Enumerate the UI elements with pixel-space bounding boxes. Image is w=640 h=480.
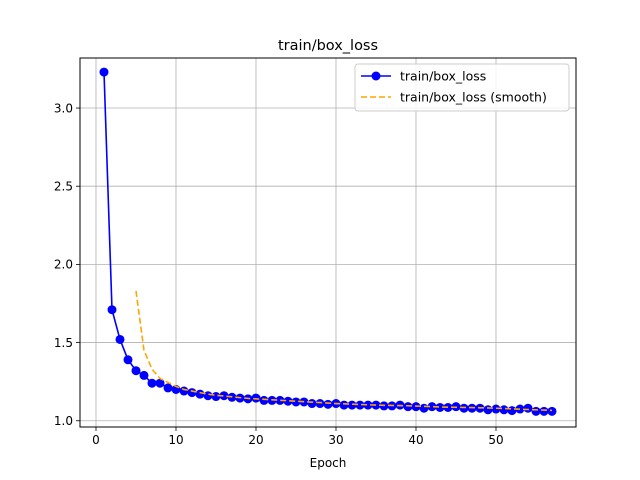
series-1-point <box>547 406 557 416</box>
x-tick-label: 40 <box>408 433 423 447</box>
series-1-point <box>163 383 173 393</box>
series-1-point <box>155 378 165 388</box>
series-1-point <box>347 400 357 410</box>
series-1-point <box>355 400 365 410</box>
legend-box <box>354 63 570 112</box>
series-layer <box>99 67 557 416</box>
series-1-point <box>427 402 437 412</box>
x-tick-label: 50 <box>488 433 503 447</box>
series-1-point <box>131 366 141 376</box>
legend-label-series-1: train/box_loss <box>400 69 486 84</box>
series-1-point <box>323 399 333 409</box>
series-1-point <box>107 305 117 315</box>
series-1-point <box>531 406 541 416</box>
series-1-point <box>139 370 149 380</box>
x-tick-label: 20 <box>248 433 263 447</box>
series-1-point <box>219 391 229 401</box>
series-1-point <box>307 399 317 409</box>
series-1-point <box>403 402 413 412</box>
series-1-point <box>283 396 293 406</box>
legend-marker-series-1 <box>371 71 381 81</box>
series-1-point <box>275 395 285 405</box>
series-1-point <box>187 388 197 398</box>
series-1-point <box>195 389 205 399</box>
ticks: 0 10 20 30 40 50 1.0 1.5 2.0 2.5 3.0 <box>54 101 504 447</box>
series-1-point <box>315 399 325 409</box>
plot-frame <box>79 57 577 428</box>
series-1-point <box>203 391 213 401</box>
series-1-point <box>339 400 349 410</box>
series-1-point <box>539 406 549 416</box>
series-1-point <box>147 378 157 388</box>
x-axis-label: Epoch <box>310 456 347 470</box>
series-1-point <box>483 405 493 415</box>
y-tick-label: 1.0 <box>54 414 73 428</box>
series-1-point <box>99 67 109 77</box>
series-1-point <box>291 397 301 407</box>
x-tick-label: 0 <box>92 433 100 447</box>
series-1-point <box>211 392 221 402</box>
chart-title: train/box_loss <box>278 38 378 54</box>
y-tick-label: 1.5 <box>54 336 73 350</box>
y-tick-label: 2.0 <box>54 258 73 272</box>
y-tick-label: 2.5 <box>54 180 73 194</box>
series-2-line <box>135 290 553 412</box>
y-tick-label: 3.0 <box>54 101 73 115</box>
legend: train/box_loss train/box_loss (smooth) <box>354 63 570 112</box>
series-1-point <box>499 405 509 415</box>
series-1-point <box>419 403 429 413</box>
series-1-point <box>363 400 373 410</box>
series-1-point <box>523 403 533 413</box>
legend-label-series-2: train/box_loss (smooth) <box>400 90 547 105</box>
series-1-point <box>507 406 517 416</box>
series-1-point <box>179 386 189 396</box>
series-1-point <box>123 355 133 365</box>
x-tick-label: 30 <box>328 433 343 447</box>
x-tick-label: 10 <box>168 433 183 447</box>
series-1-point <box>259 395 269 405</box>
series-1-point <box>115 334 125 344</box>
series-1-point <box>435 402 445 412</box>
